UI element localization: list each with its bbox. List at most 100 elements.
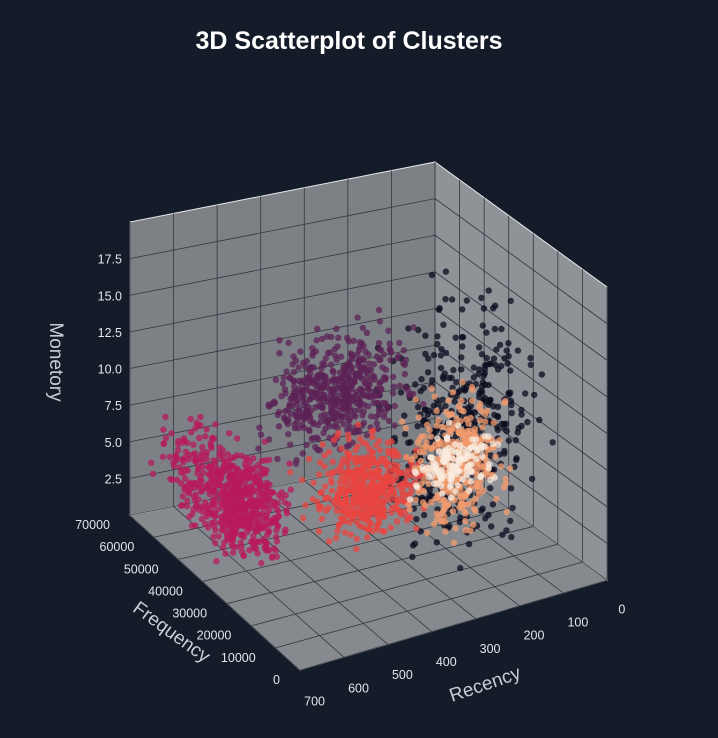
data-point — [381, 408, 389, 415]
data-point — [203, 505, 211, 512]
data-point — [274, 500, 281, 507]
data-point — [285, 431, 292, 438]
data-point — [387, 524, 394, 531]
data-point — [376, 473, 383, 481]
data-point — [276, 350, 283, 357]
data-point — [338, 374, 345, 382]
data-point — [302, 502, 309, 509]
data-point — [357, 385, 364, 392]
grid-line — [251, 543, 558, 627]
data-point — [448, 296, 456, 303]
data-point — [480, 463, 487, 470]
data-point — [329, 470, 336, 477]
data-point — [236, 493, 243, 500]
data-point — [326, 423, 333, 430]
data-point — [462, 450, 470, 457]
data-point — [317, 395, 324, 402]
data-point — [174, 446, 182, 454]
data-point — [452, 525, 459, 532]
x-tick-label: 400 — [436, 655, 457, 669]
data-point — [369, 433, 376, 441]
data-point — [366, 474, 374, 481]
data-point — [447, 429, 454, 436]
data-point — [287, 441, 294, 448]
data-point — [227, 471, 235, 478]
data-point — [355, 370, 363, 378]
data-point — [507, 517, 514, 525]
data-point — [239, 531, 246, 538]
data-point — [193, 459, 200, 466]
data-point — [357, 468, 364, 475]
data-point — [429, 377, 436, 384]
data-point — [254, 527, 262, 535]
data-point — [414, 483, 421, 491]
data-point — [226, 498, 233, 505]
data-point — [314, 498, 321, 505]
data-point — [265, 488, 272, 496]
data-point — [168, 430, 175, 437]
grid-line — [434, 271, 608, 398]
data-point — [418, 433, 425, 440]
data-point — [208, 475, 216, 483]
data-point — [272, 376, 280, 383]
data-point — [318, 515, 326, 523]
data-point — [305, 426, 313, 433]
data-point — [402, 356, 410, 364]
data-point — [257, 538, 264, 545]
data-point — [489, 305, 497, 312]
data-point — [243, 485, 250, 492]
data-point — [494, 412, 501, 420]
data-point — [430, 402, 438, 409]
data-point — [374, 425, 382, 433]
data-point — [328, 361, 335, 368]
data-point — [264, 531, 271, 539]
y-tick-label: 10000 — [221, 651, 256, 665]
data-point — [374, 399, 381, 407]
data-point — [193, 503, 200, 510]
data-point — [377, 378, 385, 385]
data-point — [479, 424, 486, 431]
data-point — [356, 501, 363, 509]
data-point — [512, 437, 519, 444]
data-point — [251, 501, 259, 508]
data-point — [231, 453, 238, 461]
data-point — [349, 515, 357, 522]
data-point — [297, 348, 304, 355]
data-point — [339, 456, 347, 463]
data-point — [493, 495, 500, 503]
data-point — [160, 426, 167, 433]
data-point — [459, 476, 466, 483]
data-point — [363, 329, 371, 336]
data-point — [345, 377, 353, 384]
data-point — [300, 514, 307, 522]
data-point — [372, 482, 380, 489]
data-point — [492, 361, 499, 369]
data-point — [222, 550, 229, 557]
data-point — [203, 456, 210, 463]
data-point — [385, 327, 392, 334]
data-point — [466, 408, 473, 415]
data-point — [363, 432, 371, 439]
data-point — [481, 370, 488, 377]
data-point — [292, 397, 299, 404]
data-point — [269, 553, 276, 560]
data-point — [374, 510, 381, 518]
data-point — [318, 488, 325, 496]
data-point — [283, 507, 290, 514]
data-point — [475, 370, 482, 377]
data-point — [397, 469, 404, 477]
data-point — [353, 545, 360, 553]
data-point — [289, 361, 296, 368]
data-point — [456, 518, 463, 526]
grid-line — [129, 308, 436, 369]
data-point — [444, 435, 451, 442]
data-point — [486, 461, 493, 468]
data-point — [357, 510, 365, 517]
data-point — [329, 367, 336, 374]
data-point — [205, 481, 212, 488]
data-point — [219, 544, 227, 551]
data-point — [306, 396, 313, 403]
data-point — [527, 354, 534, 362]
data-point — [395, 507, 402, 514]
data-point — [477, 400, 484, 408]
